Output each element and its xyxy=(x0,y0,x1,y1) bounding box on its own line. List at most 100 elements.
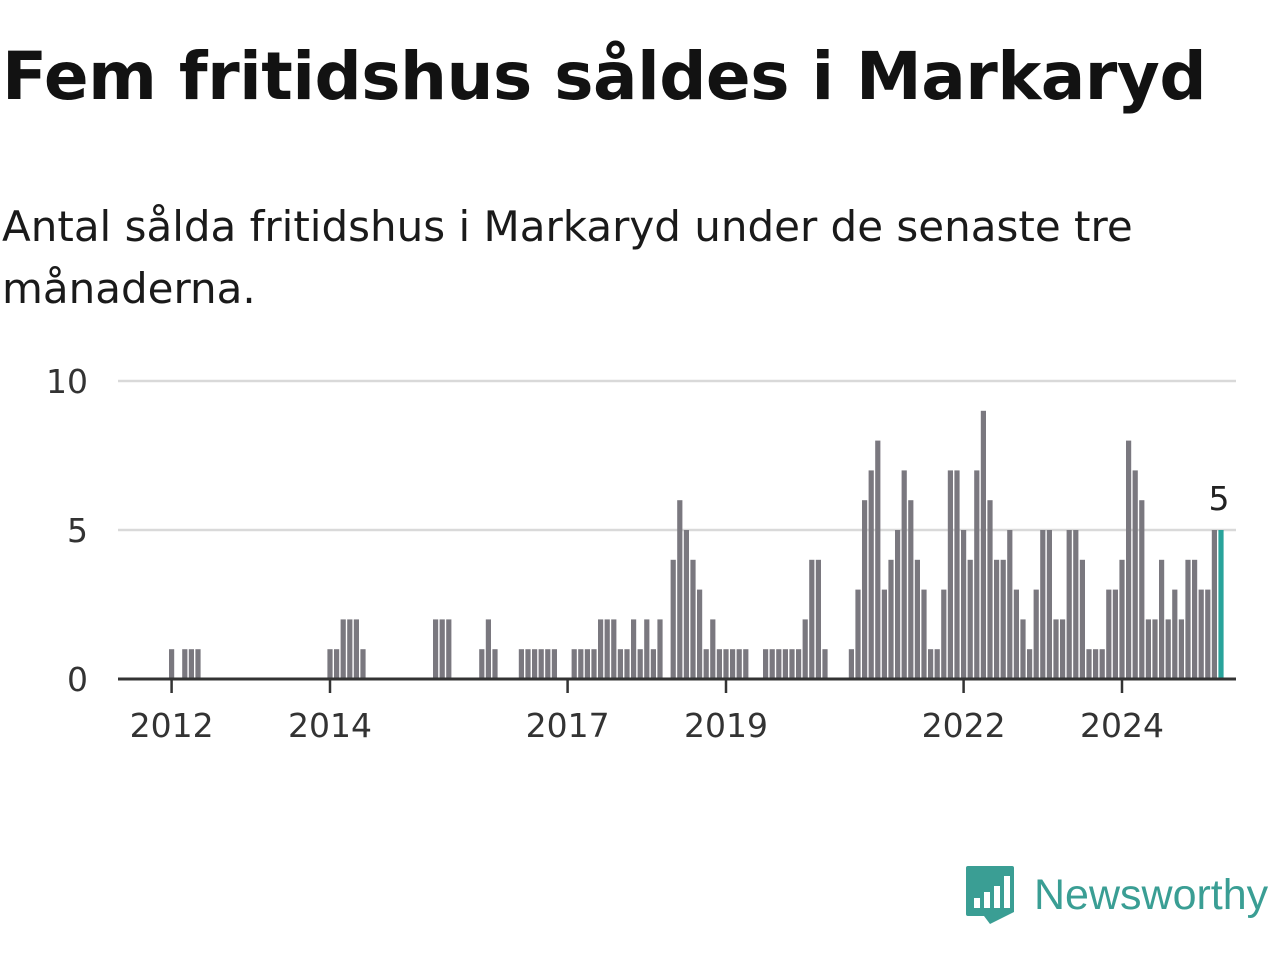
bar xyxy=(868,470,874,679)
bar xyxy=(1178,619,1184,679)
bar xyxy=(1139,500,1145,679)
bar xyxy=(789,649,795,679)
y-tick-label: 5 xyxy=(67,511,88,550)
bar xyxy=(624,649,630,679)
bar xyxy=(1211,530,1217,679)
bar xyxy=(690,559,696,679)
bar xyxy=(994,559,1000,679)
bar xyxy=(545,649,551,679)
y-axis: 0 5 10 xyxy=(46,362,88,699)
newsworthy-logo-icon xyxy=(966,866,1014,924)
bar xyxy=(901,470,907,679)
bar xyxy=(809,559,815,679)
bar xyxy=(532,649,538,679)
bar xyxy=(1172,589,1178,679)
bar xyxy=(591,649,597,679)
bar xyxy=(571,649,577,679)
bar xyxy=(604,619,610,679)
bar xyxy=(1145,619,1151,679)
bar xyxy=(881,589,887,679)
bar xyxy=(716,649,722,679)
bar xyxy=(650,649,656,679)
x-tick-label: 2022 xyxy=(922,706,1006,745)
bar xyxy=(730,649,736,679)
bar xyxy=(947,470,953,679)
bar xyxy=(928,649,934,679)
bar xyxy=(446,619,452,679)
bar xyxy=(683,530,689,679)
bar xyxy=(855,589,861,679)
bar xyxy=(796,649,802,679)
bar xyxy=(598,619,604,679)
bar xyxy=(360,649,366,679)
bar xyxy=(1198,589,1204,679)
bar xyxy=(182,649,188,679)
bar xyxy=(888,559,894,679)
bar xyxy=(763,649,769,679)
bar xyxy=(736,649,742,679)
bar xyxy=(1027,649,1033,679)
bar xyxy=(974,470,980,679)
bar xyxy=(987,500,993,679)
chart-subtitle: Antal sålda fritidshus i Markaryd under … xyxy=(2,202,1133,313)
bar xyxy=(1205,589,1211,679)
x-tick-label: 2017 xyxy=(526,706,610,745)
bar xyxy=(670,559,676,679)
x-tick-label: 2024 xyxy=(1080,706,1164,745)
bar xyxy=(914,559,920,679)
y-tick-label: 0 xyxy=(67,660,88,699)
bar xyxy=(1013,589,1019,679)
bar xyxy=(479,649,485,679)
bar xyxy=(710,619,716,679)
bar xyxy=(1132,470,1138,679)
bar xyxy=(908,500,914,679)
bar xyxy=(743,649,749,679)
bar xyxy=(875,440,881,679)
bar xyxy=(551,649,557,679)
bar xyxy=(631,619,637,679)
bar xyxy=(578,649,584,679)
bar xyxy=(1112,589,1118,679)
bar xyxy=(1060,619,1066,679)
bar xyxy=(1053,619,1059,679)
bar xyxy=(188,649,194,679)
bar xyxy=(1066,530,1072,679)
bar xyxy=(776,649,782,679)
bar xyxy=(1165,619,1171,679)
bar xyxy=(584,649,590,679)
bar xyxy=(954,470,960,679)
bar xyxy=(921,589,927,679)
bar xyxy=(657,619,663,679)
bar xyxy=(617,649,623,679)
bar xyxy=(492,649,498,679)
bar xyxy=(1086,649,1092,679)
bar xyxy=(1106,589,1112,679)
bar xyxy=(1159,559,1165,679)
bar xyxy=(862,500,868,679)
bar xyxy=(1046,530,1052,679)
bar xyxy=(967,559,973,679)
bar xyxy=(611,619,617,679)
bar xyxy=(723,649,729,679)
bar xyxy=(439,619,445,679)
highlight-bar xyxy=(1218,530,1224,679)
bar xyxy=(677,500,683,679)
bar xyxy=(525,649,531,679)
bar xyxy=(1192,559,1198,679)
bar xyxy=(637,649,643,679)
bar xyxy=(782,649,788,679)
bar xyxy=(961,530,967,679)
bar xyxy=(433,619,439,679)
bar xyxy=(1073,530,1079,679)
bars: 5 xyxy=(169,410,1230,679)
bar xyxy=(1040,530,1046,679)
bar xyxy=(769,649,775,679)
bar xyxy=(485,619,491,679)
bar xyxy=(1185,559,1191,679)
bar-chart: 0 5 10 5 2012 2014 2017 2019 2022 2024 xyxy=(46,362,1236,745)
bar xyxy=(1093,649,1099,679)
bar xyxy=(195,649,201,679)
bar xyxy=(1033,589,1039,679)
newsworthy-logo[interactable]: Newsworthy xyxy=(964,864,1268,926)
bar xyxy=(169,649,175,679)
